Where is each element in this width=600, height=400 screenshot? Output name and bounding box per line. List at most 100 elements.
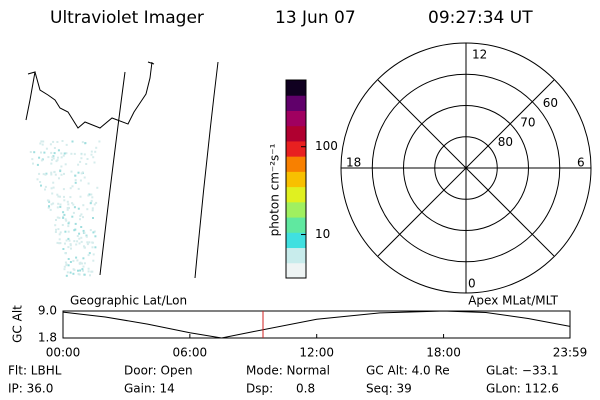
pixel: [52, 157, 55, 160]
pixel: [64, 163, 67, 166]
pixel: [78, 232, 81, 235]
pixel: [93, 203, 96, 206]
status-field: Dsp: 0.8: [246, 382, 315, 396]
pixel: [82, 204, 85, 207]
lat-ring-label: 70: [520, 116, 535, 130]
pixel: [59, 242, 62, 245]
pixel: [80, 236, 83, 239]
pixel: [41, 143, 44, 146]
pixel: [50, 171, 53, 174]
polar-edge: [340, 42, 592, 294]
pixel: [57, 156, 59, 159]
pixel: [40, 140, 43, 143]
color-band: [286, 232, 306, 249]
pixel: [86, 243, 89, 246]
pixel: [87, 270, 90, 273]
pixel: [38, 172, 41, 175]
pixel: [40, 184, 42, 187]
pixel: [71, 185, 74, 188]
status-field: GC Alt: 4.0 Re: [366, 364, 450, 378]
pixel: [51, 156, 54, 159]
pixel: [79, 179, 82, 182]
pixel: [85, 235, 88, 238]
pixel: [96, 186, 99, 189]
pixel: [67, 222, 70, 225]
pixel: [67, 258, 70, 260]
pixel: [52, 140, 55, 143]
lat-ring: [371, 73, 561, 263]
pixel: [80, 226, 83, 228]
pixel: [57, 202, 60, 205]
pixel: [91, 209, 94, 212]
pixel: [65, 274, 68, 277]
pixel: [62, 211, 65, 214]
pixel: [79, 269, 82, 272]
pixel: [66, 200, 69, 203]
pixel: [63, 195, 65, 198]
pixel: [74, 181, 77, 184]
pixel: [76, 259, 79, 262]
color-band: [286, 156, 306, 172]
pixel: [72, 211, 75, 214]
pixel: [77, 171, 80, 174]
pixel: [90, 199, 93, 202]
pixel: [67, 225, 70, 228]
status-field: Gain: 14: [124, 382, 175, 396]
pixel: [89, 229, 92, 232]
pixel: [49, 208, 52, 211]
pixel: [81, 141, 84, 144]
color-band: [286, 186, 306, 203]
pixel: [53, 152, 56, 155]
pixel: [79, 160, 82, 163]
pixel: [80, 213, 83, 216]
pixel: [67, 246, 70, 249]
status-footer: Flt: LBHL Door: Open Mode: Normal GC Alt: 4…: [8, 364, 559, 396]
pixel: [45, 147, 48, 150]
pixel: [83, 245, 85, 248]
lat-ring: [403, 105, 529, 231]
pixel: [75, 243, 78, 246]
pixel: [64, 261, 67, 264]
pixel: [70, 152, 73, 155]
pixel: [81, 268, 84, 271]
pixel: [51, 192, 54, 195]
pixel: [85, 234, 88, 237]
pixel: [59, 231, 62, 234]
pixel: [66, 271, 69, 274]
pixel: [58, 233, 61, 236]
pixel: [92, 231, 95, 234]
pixel: [50, 187, 53, 190]
pixel: [62, 154, 65, 157]
pixel: [67, 237, 70, 240]
pixel: [67, 230, 70, 233]
colorbar-label: photon cm⁻²s⁻¹: [268, 143, 282, 236]
pixel: [55, 160, 58, 163]
x-tick-label: 18:00: [426, 346, 461, 360]
pixel: [65, 252, 67, 255]
pixel: [69, 261, 72, 263]
pixel: [65, 239, 68, 242]
color-band: [286, 110, 306, 127]
pixel: [71, 215, 74, 218]
pixel: [82, 265, 85, 268]
pixel: [50, 162, 53, 165]
pixel: [56, 216, 59, 219]
pixel: [43, 151, 46, 154]
pixel: [80, 240, 83, 243]
pixel: [59, 195, 61, 198]
status-field: GLat: −33.1: [486, 364, 559, 378]
pixel: [62, 248, 65, 250]
time: 09:27:34 UT: [428, 8, 533, 28]
pixel: [83, 273, 86, 276]
pixel: [84, 142, 87, 145]
x-label-right: Apex MLat/MLT: [468, 294, 558, 308]
pixel: [91, 241, 94, 244]
pixel: [52, 181, 55, 184]
pixel: [65, 219, 68, 222]
pixel: [73, 240, 76, 243]
pixel: [87, 194, 90, 197]
pixel: [58, 216, 61, 219]
meridian: [99, 71, 126, 276]
pixel: [59, 170, 62, 173]
pixel: [81, 262, 83, 265]
